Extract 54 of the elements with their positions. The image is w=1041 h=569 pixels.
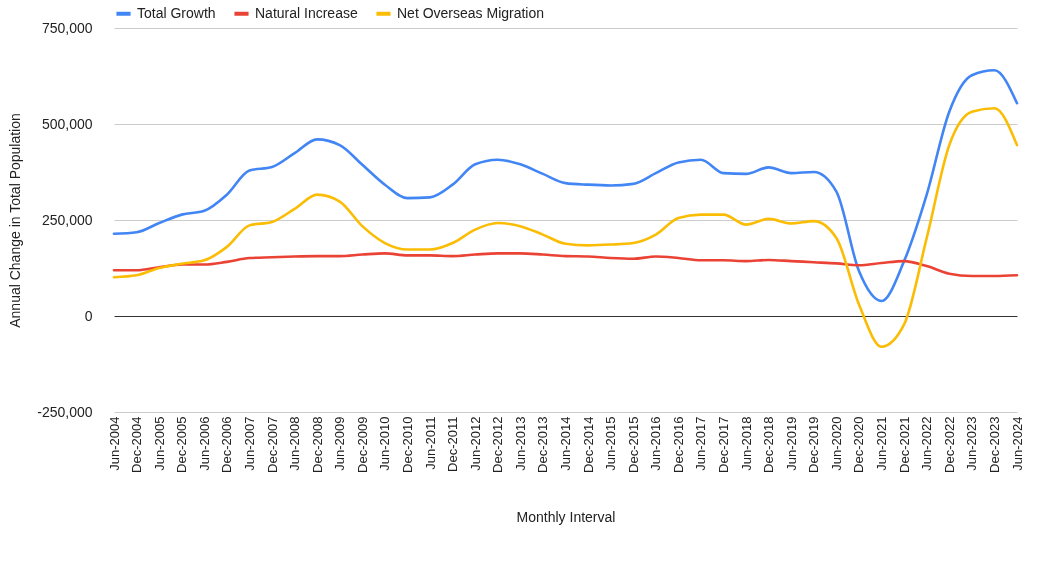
x-tick-label: Dec-2004 [129, 416, 145, 473]
line-series [112, 68, 1019, 303]
x-tick-label: Dec-2017 [716, 416, 732, 473]
x-tick-label: Dec-2005 [174, 416, 190, 473]
x-tick-label: Jun-2008 [287, 416, 303, 471]
x-tick-label: Dec-2006 [219, 416, 235, 473]
x-tick-label: Jun-2004 [106, 416, 122, 471]
x-tick-label: Jun-2013 [512, 416, 528, 471]
y-tick-label: 250,000 [41, 211, 93, 228]
x-tick-label: Jun-2022 [919, 416, 935, 471]
x-tick-label: Jun-2019 [783, 416, 799, 471]
x-tick-label: Jun-2016 [648, 416, 664, 471]
x-tick-label: Dec-2010 [399, 416, 415, 473]
line-series [112, 252, 1019, 278]
x-tick-label: Dec-2016 [670, 416, 686, 473]
x-tick-label: Jun-2021 [874, 416, 890, 471]
x-tick-label: Dec-2023 [986, 416, 1002, 473]
y-tick-label: 750,000 [41, 19, 93, 36]
x-tick-label: Jun-2006 [196, 416, 212, 471]
x-tick-label: Jun-2018 [738, 416, 754, 471]
x-tick-label: Dec-2012 [490, 416, 506, 473]
x-tick-label: Dec-2013 [535, 416, 551, 473]
x-tick-label: Dec-2009 [354, 416, 370, 473]
x-tick-label: Dec-2008 [309, 416, 325, 473]
x-tick-label: Dec-2018 [761, 416, 777, 473]
legend-label: Total Growth [137, 4, 216, 21]
x-tick-label: Dec-2019 [806, 416, 822, 473]
x-tick-label: Jun-2020 [828, 416, 844, 471]
x-tick-label: Jun-2005 [151, 416, 167, 471]
line-series [112, 106, 1019, 349]
legend-label: Natural Increase [255, 4, 358, 21]
x-tick-label: Dec-2007 [264, 416, 280, 473]
x-tick-label: Jun-2009 [332, 416, 348, 471]
y-tick-label: -250,000 [37, 403, 93, 420]
x-tick-label: Jun-2014 [558, 416, 573, 471]
x-tick-label: Dec-2021 [896, 416, 912, 473]
x-tick-label: Jun-2010 [377, 416, 393, 471]
x-tick-label: Dec-2020 [851, 416, 867, 473]
y-tick-label: 500,000 [41, 115, 93, 132]
x-tick-label: Dec-2022 [941, 416, 957, 473]
x-axis-title: Monthly Interval [516, 508, 616, 525]
x-tick-label: Jun-2024 [1009, 416, 1025, 471]
y-tick-label: 0 [84, 307, 93, 324]
x-tick-label: Dec-2014 [580, 416, 596, 473]
x-tick-label: Jun-2015 [603, 416, 619, 471]
x-tick-label: Jun-2023 [964, 416, 980, 471]
y-axis-title: Annual Change in Total Population [7, 113, 24, 328]
x-tick-label: Jun-2012 [467, 416, 483, 471]
legend-label: Net Overseas Migration [397, 4, 545, 21]
x-tick-label: Jun-2011 [422, 416, 438, 470]
x-tick-label: Dec-2011 [445, 416, 461, 472]
x-tick-label: Jun-2017 [693, 416, 709, 471]
x-tick-label: Jun-2007 [241, 416, 257, 471]
x-tick-label: Dec-2015 [625, 416, 641, 473]
